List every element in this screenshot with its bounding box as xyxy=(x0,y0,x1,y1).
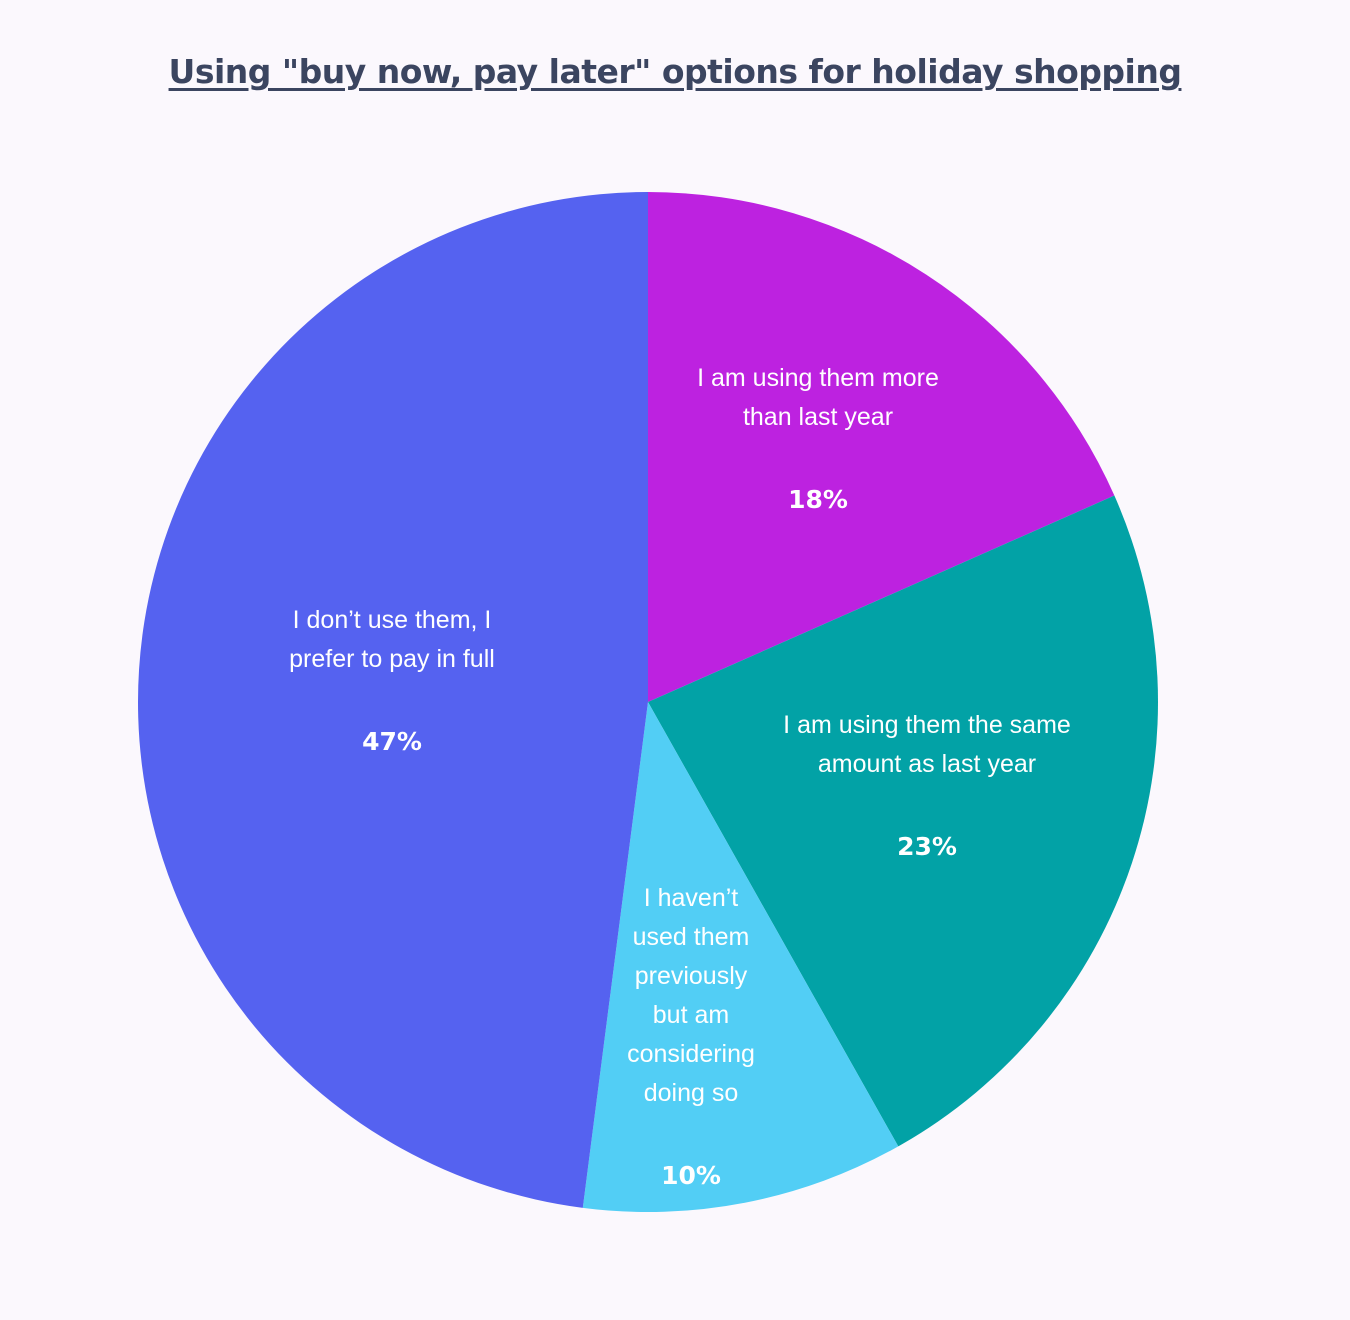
chart-title: Using "buy now, pay later" options for h… xyxy=(168,52,1182,91)
slice-value-label: 23% xyxy=(897,832,957,861)
slice-value-label: 10% xyxy=(661,1161,721,1190)
slice-label: I am using them the same amount as last y… xyxy=(783,711,1071,778)
pie-slice xyxy=(648,192,1115,702)
slice-label: I haven’t used them previously but am consid… xyxy=(627,884,755,1107)
pie-slice xyxy=(582,702,899,1212)
pie-slice xyxy=(648,495,1159,1147)
slice-value-label: 47% xyxy=(362,727,422,756)
pie-slice xyxy=(137,192,649,1208)
slice-label: I am using them more than last year xyxy=(697,364,939,431)
slice-value-label: 18% xyxy=(788,485,848,514)
